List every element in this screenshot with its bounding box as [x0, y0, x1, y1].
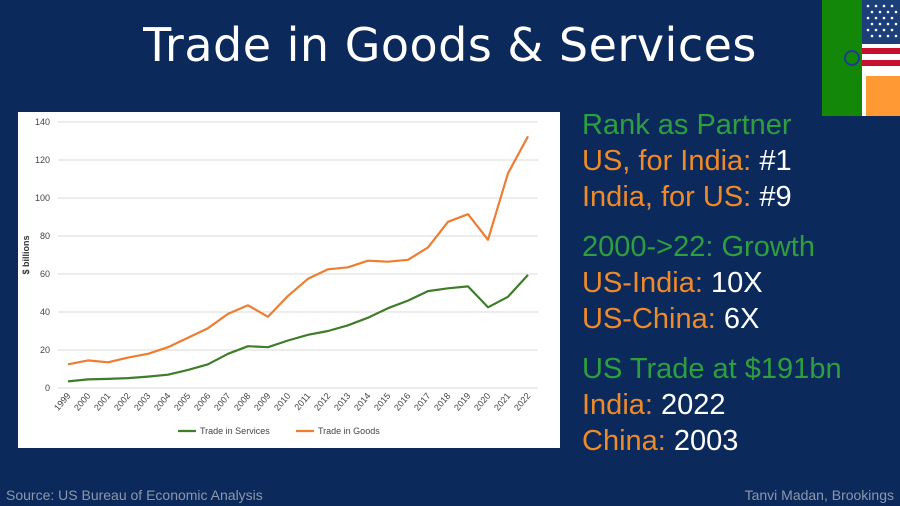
x-tick-label: 1999 [52, 391, 73, 413]
rank-us-for-india: US, for India: #1 [582, 143, 898, 179]
y-tick-label: 40 [40, 307, 50, 317]
y-axis-title: $ billions [21, 235, 31, 274]
growth-us-india: US-India: 10X [582, 265, 898, 301]
us-india-flag-icon [822, 0, 900, 116]
legend-label: Trade in Goods [318, 426, 380, 436]
legend-label: Trade in Services [200, 426, 270, 436]
rank-1-label: US, for India: [582, 145, 752, 177]
x-tick-label: 2019 [452, 391, 473, 413]
x-tick-label: 2012 [312, 391, 333, 413]
trade-line-chart: 0 20 40 60 80 100 120 140 $ billions 1999 2000 2001… [21, 117, 538, 436]
x-tick-label: 2014 [352, 391, 373, 413]
x-tick-label: 2015 [372, 391, 393, 413]
trade-chart: 0 20 40 60 80 100 120 140 $ billions 1999 2000 2001… [18, 112, 560, 448]
y-tick-label: 140 [35, 117, 50, 127]
growth-heading: 2000->22: Growth [582, 231, 815, 263]
x-tick-label: 2002 [112, 391, 133, 413]
rank-india-for-us: India, for US: #9 [582, 179, 898, 215]
x-tick-label: 2005 [172, 391, 193, 413]
y-tick-label: 120 [35, 155, 50, 165]
source-note: Source: US Bureau of Economic Analysis [6, 487, 263, 503]
x-tick-label: 2001 [92, 391, 113, 413]
trade-india: India: 2022 [582, 387, 898, 423]
y-tick-label: 60 [40, 269, 50, 279]
x-tick-label: 2006 [192, 391, 213, 413]
key-facts-panel: Rank as Partner US, for India: #1 India,… [582, 107, 898, 473]
rank-2-label: India, for US: [582, 181, 752, 213]
trade-1-value: 2022 [661, 389, 726, 421]
rank-1-value: #1 [759, 145, 792, 177]
trade-china: China: 2003 [582, 423, 898, 459]
x-tick-label: 2011 [292, 391, 312, 412]
growth-1-value: 10X [710, 267, 763, 299]
x-tick-label: 2018 [432, 391, 453, 413]
y-tick-label: 80 [40, 231, 50, 241]
x-tick-label: 2013 [332, 391, 353, 413]
growth-2-value: 6X [723, 303, 760, 335]
growth-group: 2000->22: Growth US-India: 10X US-China:… [582, 229, 898, 337]
growth-1-label: US-India: [582, 267, 703, 299]
trade-1-label: India: [582, 389, 653, 421]
x-tick-label: 2016 [392, 391, 413, 413]
y-tick-label: 20 [40, 345, 50, 355]
y-tick-label: 100 [35, 193, 50, 203]
trade-2-label: China: [582, 425, 666, 457]
x-tick-label: 2022 [512, 391, 533, 413]
series-line-goods [67, 135, 529, 366]
page-title: Trade in Goods & Services [143, 18, 757, 72]
x-tick-label: 2017 [412, 391, 433, 413]
rank-2-value: #9 [759, 181, 792, 213]
growth-us-china: US-China: 6X [582, 301, 898, 337]
x-tick-label: 2010 [272, 391, 293, 413]
x-tick-label: 2004 [152, 391, 173, 413]
credit-note: Tanvi Madan, Brookings [744, 487, 894, 503]
x-tick-label: 2007 [212, 391, 233, 413]
series-line-services [67, 274, 529, 383]
growth-2-label: US-China: [582, 303, 716, 335]
trade-2-value: 2003 [673, 425, 739, 457]
trade-heading: US Trade at $191bn [582, 353, 842, 385]
y-tick-label: 0 [45, 383, 50, 393]
x-tick-label: 2021 [492, 391, 513, 413]
x-tick-label: 2008 [232, 391, 253, 413]
rank-group: Rank as Partner US, for India: #1 India,… [582, 107, 898, 215]
x-tick-label: 2009 [252, 391, 273, 413]
x-tick-label: 2003 [132, 391, 153, 413]
x-tick-label: 2020 [472, 391, 493, 413]
x-tick-label: 2000 [72, 391, 93, 413]
rank-heading: Rank as Partner [582, 109, 792, 141]
trade-group: US Trade at $191bn India: 2022 China: 20… [582, 351, 898, 459]
